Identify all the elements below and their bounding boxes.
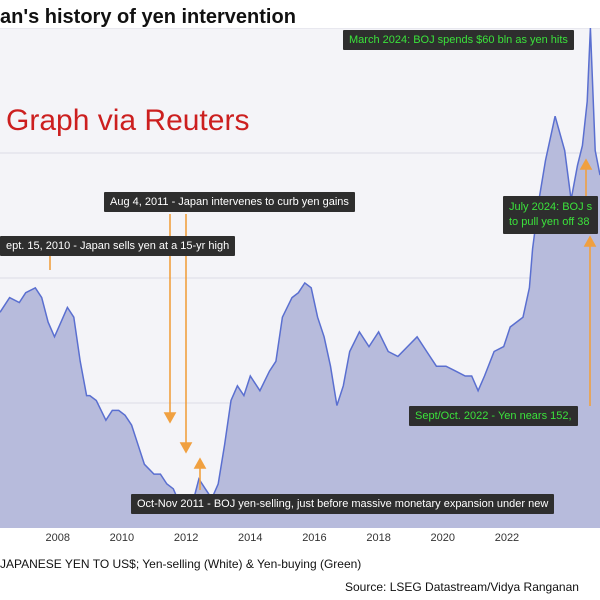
chart-title: an's history of yen intervention — [0, 6, 296, 28]
series-note: JAPANESE YEN TO US$; Yen-selling (White)… — [0, 557, 362, 571]
x-tick-label: 2010 — [110, 532, 134, 542]
x-tick-label: 2018 — [366, 532, 390, 542]
annotation-oct-nov-2011: Oct-Nov 2011 - BOJ yen-selling, just bef… — [131, 494, 555, 514]
arrowhead-aug-2011-b — [179, 442, 193, 454]
arrowhead-july-2024 — [579, 158, 593, 170]
source-note: Source: LSEG Datastream/Vidya Ranganan — [345, 580, 579, 594]
annotation-aug-2011: Aug 4, 2011 - Japan intervenes to curb y… — [104, 192, 355, 212]
annotation-sept-oct-2022: Sept/Oct. 2022 - Yen nears 152, — [409, 406, 578, 426]
annotation-july-2024-line1: July 2024: BOJ s — [509, 201, 593, 213]
arrowhead-sept-oct-2022 — [583, 235, 597, 247]
x-tick-label: 2022 — [495, 532, 519, 542]
x-tick-label: 2012 — [174, 532, 198, 542]
arrowhead-aug-2011-a — [163, 412, 177, 424]
watermark-text: Graph via Reuters — [6, 104, 250, 137]
x-axis-bar — [0, 528, 600, 542]
annotation-march-2024: March 2024: BOJ spends $60 bln as yen hi… — [343, 30, 574, 50]
chart: 2008 2010 2012 2014 2016 2018 2020 2022 — [0, 28, 600, 542]
yen-area-fill — [0, 28, 600, 528]
x-tick-label: 2014 — [238, 532, 262, 542]
x-axis-ticks: 2008 2010 2012 2014 2016 2018 2020 2022 — [46, 532, 520, 542]
x-tick-label: 2020 — [431, 532, 455, 542]
annotation-sept-2010: ept. 15, 2010 - Japan sells yen at a 15-… — [0, 236, 236, 256]
x-tick-label: 2016 — [302, 532, 326, 542]
annotation-july-2024: July 2024: BOJ s to pull yen off 38 — [503, 196, 599, 234]
yen-series-line — [0, 28, 600, 510]
arrowhead-oct-nov-2011 — [193, 457, 207, 469]
x-tick-label: 2008 — [46, 532, 70, 542]
annotation-july-2024-line2: to pull yen off 38 — [509, 216, 590, 228]
